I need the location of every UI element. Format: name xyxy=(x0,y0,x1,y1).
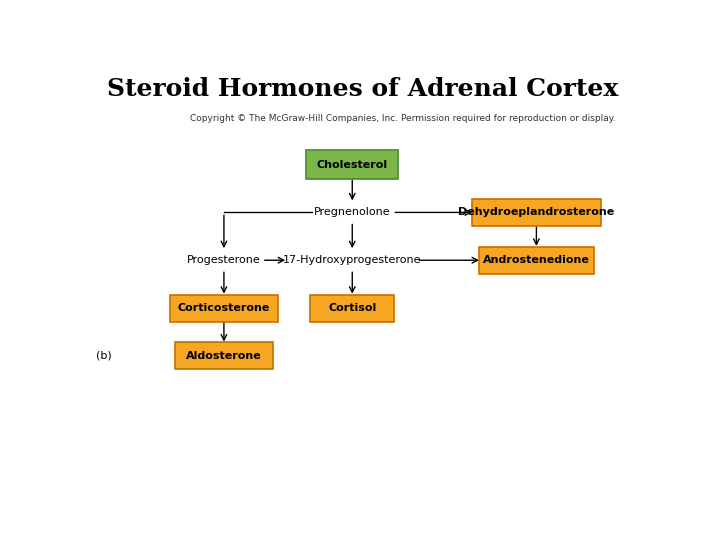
Text: Cholesterol: Cholesterol xyxy=(317,160,388,170)
Text: Steroid Hormones of Adrenal Cortex: Steroid Hormones of Adrenal Cortex xyxy=(107,77,618,102)
Text: Corticosterone: Corticosterone xyxy=(178,303,270,313)
FancyBboxPatch shape xyxy=(306,150,398,179)
FancyBboxPatch shape xyxy=(175,342,273,369)
Text: Pregnenolone: Pregnenolone xyxy=(314,207,390,218)
Text: Copyright © The McGraw-Hill Companies, Inc. Permission required for reproduction: Copyright © The McGraw-Hill Companies, I… xyxy=(190,114,616,123)
Text: (b): (b) xyxy=(96,351,112,361)
Text: Cortisol: Cortisol xyxy=(328,303,377,313)
Text: 17-Hydroxyprogesterone: 17-Hydroxyprogesterone xyxy=(283,255,421,265)
FancyBboxPatch shape xyxy=(480,247,593,274)
FancyBboxPatch shape xyxy=(310,294,394,321)
FancyBboxPatch shape xyxy=(472,199,600,226)
Text: Progesterone: Progesterone xyxy=(187,255,261,265)
Text: Aldosterone: Aldosterone xyxy=(186,351,262,361)
Text: Dehydroeplandrosterone: Dehydroeplandrosterone xyxy=(458,207,615,218)
Text: Androstenedione: Androstenedione xyxy=(483,255,590,265)
FancyBboxPatch shape xyxy=(169,294,279,321)
